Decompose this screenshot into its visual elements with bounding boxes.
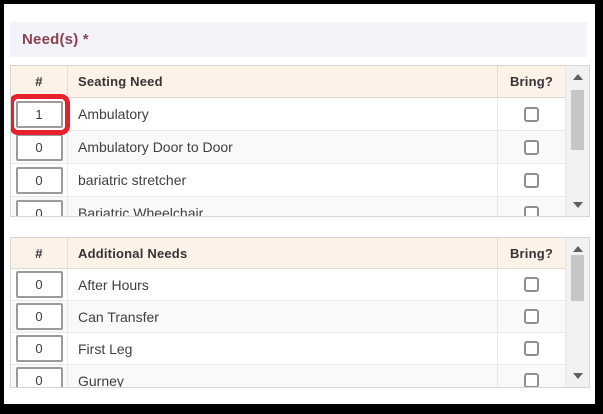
count-input[interactable] [15, 133, 63, 161]
need-label-cell: bariatric stretcher [68, 164, 498, 196]
count-cell [11, 269, 68, 300]
additional-needs-table-body: After Hours Can Transfer First Leg Gurne… [11, 269, 565, 388]
bring-checkbox[interactable] [524, 373, 539, 387]
bring-checkbox[interactable] [524, 139, 539, 155]
bring-checkbox[interactable] [524, 205, 539, 216]
table-row: First Leg [11, 333, 565, 365]
needs-section-header: Need(s) * [10, 22, 587, 57]
scrollbar-thumb[interactable] [571, 90, 584, 150]
scroll-down-button[interactable] [566, 197, 589, 213]
need-label: Gurney [78, 372, 124, 388]
need-label: bariatric stretcher [78, 172, 187, 188]
scroll-down-button[interactable] [566, 368, 589, 384]
bring-checkbox[interactable] [524, 106, 539, 122]
bring-cell [498, 365, 565, 387]
scroll-up-button[interactable] [566, 69, 589, 85]
table-row: Ambulatory Door to Door [11, 131, 565, 164]
count-cell [11, 197, 68, 216]
bring-column-label: Bring? [509, 245, 554, 261]
column-header-need: Additional Needs [68, 238, 498, 268]
needs-section-title: Need(s) * [22, 31, 89, 48]
bring-cell [498, 131, 565, 163]
table-row: Gurney [11, 365, 565, 388]
form-panel: Need(s) * # Seating Need Bring? Ambulato… [4, 4, 595, 404]
table-row: Can Transfer [11, 301, 565, 333]
bring-checkbox[interactable] [524, 277, 539, 292]
need-label: Bariatric Wheelchair [78, 205, 204, 217]
additional-needs-table-header: # Additional Needs Bring? [11, 238, 565, 269]
table-row: After Hours [11, 269, 565, 301]
column-header-need: Seating Need [68, 66, 498, 97]
need-column-label: Seating Need [78, 74, 163, 89]
need-label-cell: Bariatric Wheelchair [68, 197, 498, 217]
scroll-up-button[interactable] [566, 241, 589, 257]
need-label-cell: After Hours [68, 269, 498, 300]
vertical-scrollbar[interactable] [565, 238, 589, 387]
need-column-label: Additional Needs [78, 245, 188, 261]
need-label: Ambulatory Door to Door [78, 139, 233, 155]
need-label-cell: Ambulatory Door to Door [68, 131, 498, 163]
seating-need-table-header: # Seating Need Bring? [11, 66, 565, 98]
need-label-cell: Gurney [68, 365, 498, 388]
count-input[interactable] [15, 199, 63, 216]
count-column-label: # [35, 74, 43, 89]
column-header-count: # [11, 66, 68, 97]
table-row: bariatric stretcher [11, 164, 565, 197]
count-input[interactable] [15, 166, 63, 194]
bring-cell [498, 301, 565, 332]
need-label: After Hours [78, 276, 149, 293]
additional-needs-table: # Additional Needs Bring? After Hours Ca… [10, 237, 590, 388]
count-input[interactable] [15, 335, 63, 362]
bring-cell [498, 269, 565, 300]
count-input[interactable] [15, 271, 63, 298]
bring-cell [498, 333, 565, 364]
bring-cell [498, 197, 565, 216]
count-cell [11, 333, 68, 364]
count-cell [11, 365, 68, 387]
bring-checkbox[interactable] [524, 341, 539, 356]
bring-checkbox[interactable] [524, 309, 539, 324]
need-label-cell: Can Transfer [68, 301, 498, 332]
table-row: Bariatric Wheelchair [11, 197, 565, 217]
scroll-down-icon [572, 373, 583, 379]
scrollbar-thumb[interactable] [571, 255, 584, 301]
column-header-bring: Bring? [498, 66, 565, 97]
bring-column-label: Bring? [509, 74, 554, 89]
bring-cell [498, 164, 565, 196]
count-cell [11, 93, 70, 135]
count-cell [11, 301, 68, 332]
bring-checkbox[interactable] [524, 172, 539, 188]
scroll-up-icon [572, 74, 583, 80]
column-header-count: # [11, 238, 68, 268]
count-input[interactable] [15, 303, 63, 330]
count-column-label: # [35, 245, 43, 261]
vertical-scrollbar[interactable] [565, 66, 589, 216]
need-label: First Leg [78, 340, 133, 357]
scroll-down-icon [572, 202, 583, 208]
count-cell [11, 131, 68, 163]
table-row: Ambulatory [11, 93, 565, 135]
need-label: Can Transfer [78, 308, 159, 325]
seating-need-table-body: Ambulatory Ambulatory Door to Door baria… [11, 93, 565, 217]
column-header-bring: Bring? [498, 238, 565, 268]
seating-need-table: # Seating Need Bring? Ambulatory Ambulat… [10, 65, 590, 217]
need-label-cell: Ambulatory [68, 98, 498, 130]
count-input[interactable] [15, 367, 63, 387]
count-input[interactable] [11, 93, 70, 135]
bring-cell [498, 98, 565, 130]
scroll-up-icon [572, 246, 583, 252]
need-label: Ambulatory [78, 106, 149, 122]
need-label-cell: First Leg [68, 333, 498, 364]
count-cell [11, 164, 68, 196]
